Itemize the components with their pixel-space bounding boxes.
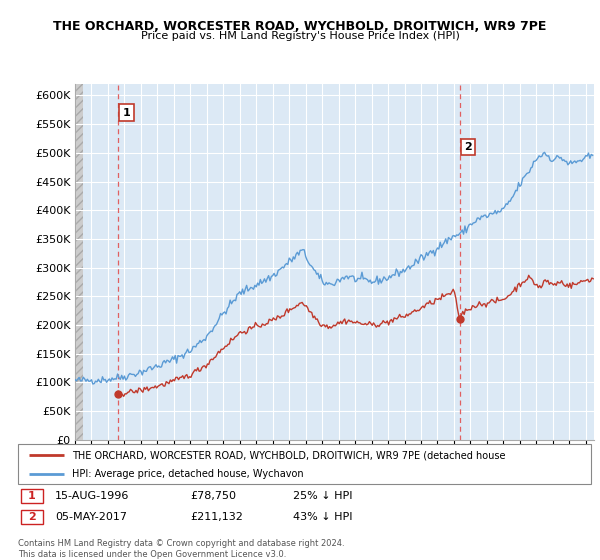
- Text: 2: 2: [28, 512, 35, 522]
- Text: 43% ↓ HPI: 43% ↓ HPI: [293, 512, 353, 522]
- Text: HPI: Average price, detached house, Wychavon: HPI: Average price, detached house, Wych…: [73, 469, 304, 479]
- Text: 1: 1: [28, 491, 35, 501]
- Text: Price paid vs. HM Land Registry's House Price Index (HPI): Price paid vs. HM Land Registry's House …: [140, 31, 460, 41]
- Text: 1: 1: [122, 108, 130, 118]
- Bar: [21, 510, 43, 524]
- Text: Contains HM Land Registry data © Crown copyright and database right 2024.
This d: Contains HM Land Registry data © Crown c…: [18, 539, 344, 559]
- Text: 2: 2: [464, 142, 472, 152]
- Text: £78,750: £78,750: [190, 491, 236, 501]
- Bar: [75, 84, 83, 440]
- Text: 25% ↓ HPI: 25% ↓ HPI: [293, 491, 353, 501]
- Bar: [21, 488, 43, 502]
- Text: THE ORCHARD, WORCESTER ROAD, WYCHBOLD, DROITWICH, WR9 7PE (detached house: THE ORCHARD, WORCESTER ROAD, WYCHBOLD, D…: [73, 450, 506, 460]
- Text: THE ORCHARD, WORCESTER ROAD, WYCHBOLD, DROITWICH, WR9 7PE: THE ORCHARD, WORCESTER ROAD, WYCHBOLD, D…: [53, 20, 547, 32]
- Text: 15-AUG-1996: 15-AUG-1996: [55, 491, 130, 501]
- Text: £211,132: £211,132: [190, 512, 243, 522]
- Text: 05-MAY-2017: 05-MAY-2017: [55, 512, 127, 522]
